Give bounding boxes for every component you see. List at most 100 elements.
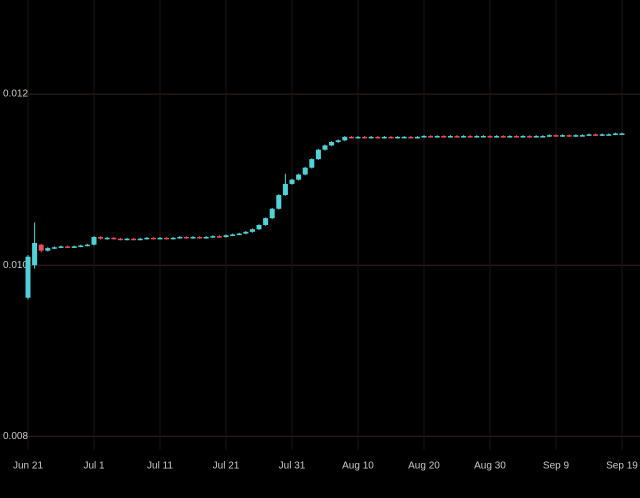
candle-body — [91, 236, 97, 245]
candle-body — [606, 134, 612, 136]
candle-body — [461, 136, 467, 138]
candle-body — [560, 135, 566, 137]
candle-body — [32, 242, 38, 266]
x-tick-label: Aug 30 — [474, 461, 506, 472]
candle-body — [230, 234, 236, 236]
candle-body — [520, 136, 526, 138]
candle-body — [249, 229, 255, 232]
candle-body — [546, 135, 552, 137]
candle-body — [480, 136, 486, 138]
x-tick-label: Aug 20 — [408, 461, 440, 472]
x-tick-label: Sep 9 — [543, 461, 570, 472]
x-tick-label: Jul 1 — [83, 461, 105, 472]
candle-body — [619, 133, 625, 135]
candle-body — [441, 136, 447, 138]
candle-body — [368, 136, 374, 139]
candle-body — [197, 236, 203, 239]
candle-body — [131, 238, 137, 241]
candle-body — [566, 135, 572, 137]
candle-body — [494, 136, 500, 138]
candle-body — [243, 231, 249, 234]
candle-body — [223, 235, 229, 237]
candle-body — [216, 236, 222, 238]
candle-body — [144, 237, 150, 240]
candle-body — [553, 135, 559, 137]
candle-body — [322, 145, 328, 150]
candle-body — [474, 136, 480, 138]
candle-body — [421, 136, 427, 138]
candle-body — [236, 233, 242, 236]
candle-body — [395, 136, 401, 139]
candle-body — [513, 136, 519, 138]
y-tick-label: 0.012 — [3, 89, 28, 100]
candle-body — [38, 244, 44, 251]
candle-body — [276, 195, 282, 209]
candle-body — [71, 246, 77, 248]
candle-body — [170, 237, 176, 240]
candle-body — [309, 159, 315, 168]
candle-body — [355, 136, 361, 139]
candle-body — [177, 236, 183, 239]
candle-body — [573, 135, 579, 137]
candle-body — [329, 142, 335, 146]
candle-body — [302, 167, 308, 175]
candle-body — [137, 238, 143, 241]
candle-body — [454, 136, 460, 138]
y-tick-label: 0.008 — [3, 431, 28, 442]
candle-body — [117, 238, 123, 241]
candle-body — [282, 183, 288, 196]
candle-body — [111, 237, 117, 240]
candle-body — [342, 136, 348, 141]
candle-body — [540, 136, 546, 138]
candle-body — [447, 136, 453, 138]
candle-body — [65, 246, 71, 248]
candle-body — [263, 218, 269, 225]
candle-body — [487, 136, 493, 138]
candle-body — [150, 237, 156, 240]
candle-body — [428, 136, 434, 138]
candle-body — [98, 236, 104, 239]
candle-body — [256, 225, 262, 230]
candle-body — [381, 136, 387, 139]
x-tick-label: Jul 21 — [213, 461, 240, 472]
candle-body — [467, 136, 473, 138]
candle-body — [124, 238, 130, 241]
candle-body — [586, 134, 592, 136]
candle-body — [203, 236, 209, 239]
candle-body — [414, 136, 420, 139]
candle-body — [296, 174, 302, 180]
candle-body — [579, 135, 585, 137]
candle-body — [183, 236, 189, 239]
candle-body — [84, 244, 90, 247]
x-tick-label: Jul 31 — [279, 461, 306, 472]
x-tick-label: Jul 11 — [147, 461, 173, 472]
candle-body — [599, 134, 605, 136]
candle-body — [210, 236, 216, 238]
x-tick-label: Jun 21 — [13, 461, 43, 472]
candle-body — [25, 256, 31, 298]
candle-body — [51, 247, 57, 249]
candle-body — [507, 136, 513, 138]
candle-body — [104, 237, 110, 240]
candle-body — [527, 136, 533, 138]
candle-body — [362, 136, 368, 139]
x-tick-label: Aug 10 — [342, 461, 374, 472]
candle-body — [434, 136, 440, 138]
candle-body — [348, 136, 354, 139]
x-tick-label: Sep 19 — [606, 461, 638, 472]
candle-body — [78, 245, 84, 248]
candle-body — [58, 246, 64, 248]
candle-body — [157, 237, 163, 240]
candle-body — [289, 179, 295, 184]
candle-body — [388, 136, 394, 139]
candle-body — [164, 237, 170, 240]
candle-body — [500, 136, 506, 138]
candle-body — [335, 140, 341, 143]
y-tick-label: 0.010 — [3, 260, 28, 271]
candle-body — [612, 133, 618, 135]
candle-body — [315, 149, 321, 160]
candle-body — [190, 236, 196, 239]
candle-body — [533, 136, 539, 138]
